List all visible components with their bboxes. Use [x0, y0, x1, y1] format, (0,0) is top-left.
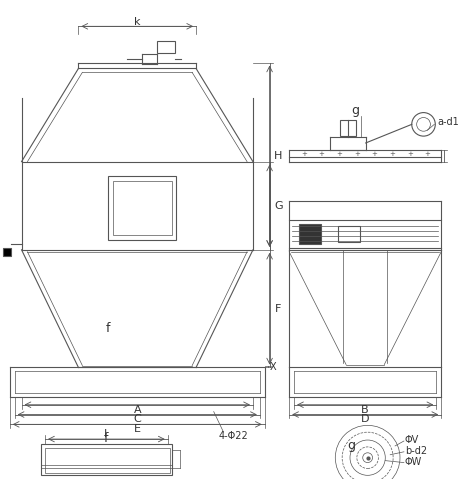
Text: X: X [269, 362, 276, 372]
Bar [299, 225, 320, 244]
Text: I: I [104, 429, 107, 439]
Text: D: D [361, 414, 369, 424]
Text: b-d2: b-d2 [405, 446, 427, 456]
Bar [108, 176, 177, 240]
Text: +: + [336, 151, 342, 157]
Text: F: F [275, 303, 282, 314]
Bar [340, 121, 356, 136]
Text: k: k [134, 17, 141, 28]
Text: B: B [361, 405, 368, 415]
Text: g: g [347, 439, 355, 453]
Text: A: A [133, 405, 141, 415]
Text: g: g [351, 104, 359, 117]
Text: E: E [134, 424, 141, 434]
Text: +: + [407, 151, 413, 157]
Bar [3, 248, 11, 256]
Text: 4-Φ22: 4-Φ22 [219, 431, 248, 441]
Text: +: + [354, 151, 360, 157]
Text: +: + [389, 151, 395, 157]
Bar [45, 448, 170, 473]
Text: ΦW: ΦW [405, 456, 422, 467]
Text: f: f [106, 322, 110, 335]
Text: f: f [104, 432, 108, 445]
Bar [157, 41, 175, 53]
Text: a-d1: a-d1 [437, 118, 459, 127]
Text: +: + [319, 151, 325, 157]
Text: +: + [301, 151, 307, 157]
Text: +: + [372, 151, 378, 157]
Bar [41, 444, 171, 475]
Text: +: + [425, 151, 431, 157]
Bar [113, 181, 171, 235]
Text: H: H [274, 151, 283, 161]
Bar [338, 227, 360, 242]
Text: C: C [133, 414, 141, 424]
Text: ΦV: ΦV [405, 435, 419, 445]
Text: G: G [274, 201, 283, 211]
